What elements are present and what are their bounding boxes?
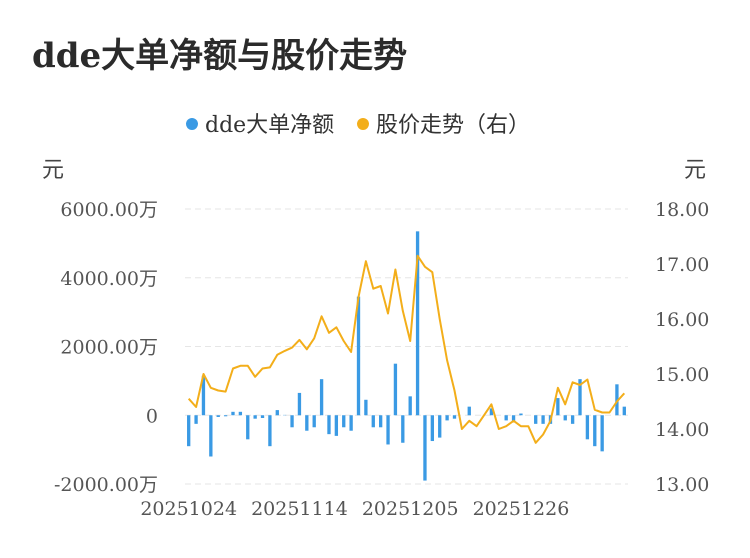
bar bbox=[423, 415, 427, 481]
bar bbox=[268, 415, 272, 447]
bar bbox=[393, 363, 398, 416]
bar bbox=[570, 415, 575, 424]
bar bbox=[408, 396, 412, 416]
bar bbox=[194, 415, 198, 424]
bar bbox=[563, 415, 567, 421]
bar bbox=[511, 415, 516, 423]
bar bbox=[297, 392, 302, 416]
right-tick-label: 14.00 bbox=[655, 419, 709, 441]
bar bbox=[356, 296, 361, 416]
legend-marker-bar bbox=[186, 118, 198, 130]
x-tick-label: 20251226 bbox=[473, 498, 570, 520]
bar bbox=[275, 410, 279, 416]
bar bbox=[593, 415, 597, 447]
bar bbox=[349, 415, 353, 431]
bar bbox=[401, 415, 405, 443]
x-tick-label: 20251114 bbox=[251, 498, 348, 520]
bar bbox=[342, 415, 346, 428]
grid bbox=[185, 208, 628, 485]
left-tick-label: 6000.00万 bbox=[60, 199, 158, 221]
bar bbox=[615, 384, 619, 416]
line-series bbox=[187, 254, 626, 444]
left-tick-label: 4000.00万 bbox=[60, 268, 158, 290]
right-tick-label: 15.00 bbox=[655, 364, 709, 386]
bar bbox=[223, 415, 228, 417]
bar bbox=[622, 406, 626, 416]
bar-series bbox=[187, 231, 626, 481]
bar bbox=[364, 399, 368, 416]
bar bbox=[334, 415, 339, 436]
left-tick-label: -2000.00万 bbox=[54, 474, 158, 496]
left-tick-label: 2000.00万 bbox=[60, 337, 158, 359]
page-title: dde大单净额与股价走势 bbox=[32, 36, 408, 76]
bar bbox=[209, 415, 213, 457]
bar bbox=[187, 415, 191, 447]
bar bbox=[231, 411, 235, 416]
left-axis-unit: 元 bbox=[42, 158, 64, 183]
legend-marker-line bbox=[357, 118, 369, 130]
bar bbox=[534, 415, 538, 424]
bar bbox=[260, 415, 265, 418]
right-tick-label: 16.00 bbox=[655, 309, 709, 331]
bar bbox=[378, 415, 383, 428]
x-tick-label: 20251205 bbox=[362, 498, 459, 520]
legend: dde大单净额 股价走势（右） bbox=[186, 113, 530, 138]
bar bbox=[541, 415, 545, 424]
bar bbox=[253, 415, 257, 419]
bar bbox=[201, 375, 206, 416]
left-tick-label: 0 bbox=[146, 405, 158, 427]
right-tick-label: 18.00 bbox=[655, 199, 709, 221]
bar bbox=[290, 415, 294, 428]
right-tick-label: 17.00 bbox=[655, 254, 709, 276]
bar bbox=[216, 415, 220, 417]
bar bbox=[578, 379, 582, 416]
bar bbox=[519, 413, 523, 416]
price-line bbox=[187, 254, 626, 444]
bar bbox=[445, 415, 449, 421]
legend-label-line: 股价走势（右） bbox=[376, 113, 530, 138]
bar bbox=[504, 415, 508, 421]
bar bbox=[415, 231, 420, 416]
bar bbox=[489, 408, 494, 416]
bar bbox=[430, 415, 435, 442]
bar bbox=[327, 415, 331, 435]
bar bbox=[371, 415, 375, 428]
bar bbox=[305, 415, 309, 431]
bar bbox=[246, 415, 250, 440]
bar bbox=[312, 415, 316, 428]
bar bbox=[467, 406, 471, 416]
legend-label-bar: dde大单净额 bbox=[205, 113, 334, 138]
bar bbox=[386, 415, 390, 445]
bar bbox=[600, 415, 604, 452]
right-axis-unit: 元 bbox=[684, 158, 706, 183]
right-tick-label: 13.00 bbox=[655, 474, 709, 496]
bar bbox=[452, 415, 457, 419]
bar bbox=[238, 411, 243, 416]
bar bbox=[438, 415, 442, 438]
bar bbox=[319, 379, 324, 416]
bar bbox=[585, 415, 590, 440]
bar bbox=[556, 398, 560, 416]
axis-labels: -2000.00万 0 2000.00万 4000.00万 6000.00万 13.00 1… bbox=[54, 199, 709, 520]
x-tick-label: 20251024 bbox=[140, 498, 237, 520]
